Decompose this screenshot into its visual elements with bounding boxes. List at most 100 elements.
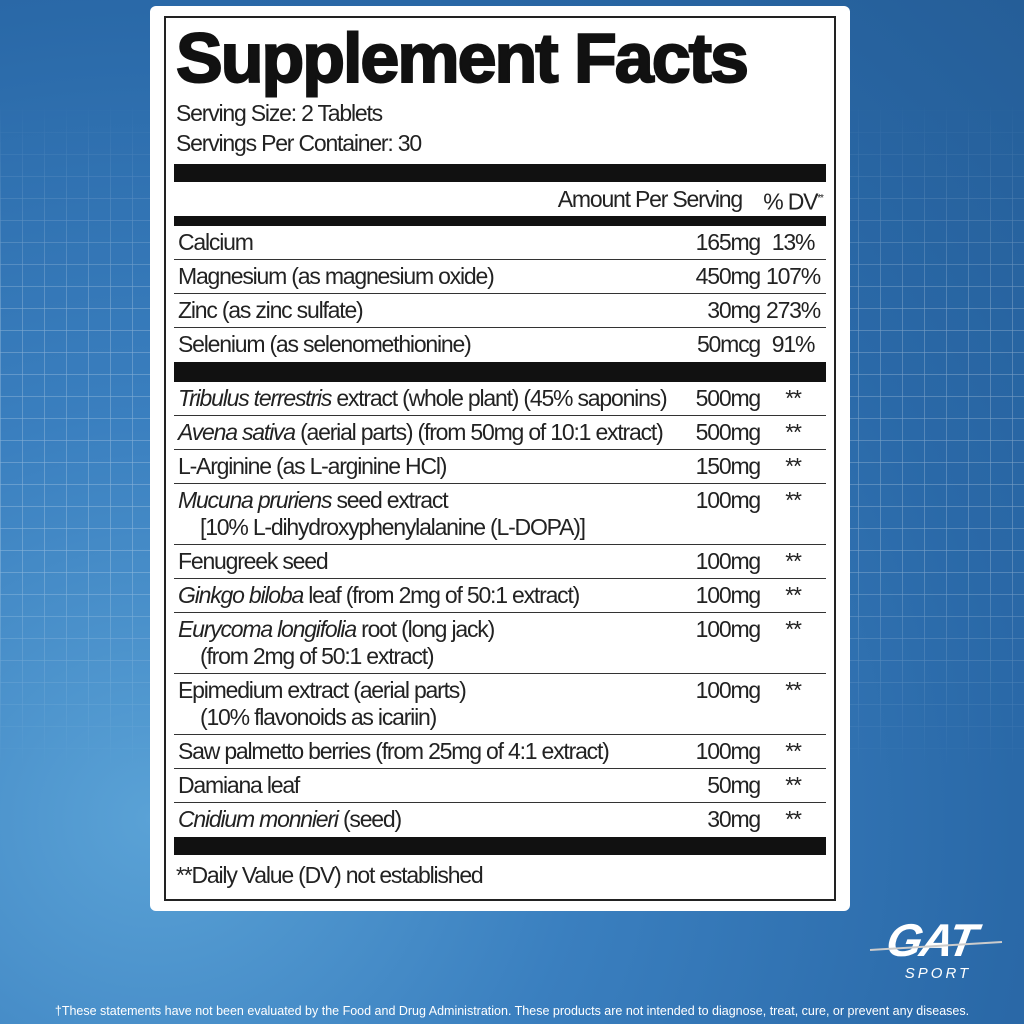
- ingredient-name: Epimedium extract (aerial parts) (10% fla…: [174, 677, 676, 731]
- fda-disclaimer: †These statements have not been evaluate…: [54, 1004, 970, 1018]
- ingredient-description: Saw palmetto berries (from 25mg of 4:1 e…: [178, 738, 610, 764]
- ingredient-row: Damiana leaf 50mg **: [174, 769, 826, 803]
- ingredient-dv: **: [785, 677, 802, 703]
- ingredient-dv: **: [785, 385, 802, 411]
- ingredient-amount: 500mg: [695, 385, 762, 411]
- nutrient-amount: 50mcg: [696, 331, 761, 357]
- ingredient-row: Saw palmetto berries (from 25mg of 4:1 e…: [174, 735, 826, 769]
- ingredient-row: Epimedium extract (aerial parts) (10% fla…: [174, 674, 826, 735]
- ingredient-description: (seed): [337, 806, 402, 832]
- ingredient-amount: 500mg: [695, 419, 762, 445]
- ingredient-dv: **: [785, 548, 802, 574]
- ingredient-name: Fenugreek seed: [174, 548, 676, 575]
- ingredient-row: Avena sativa (aerial parts) (from 50mg o…: [174, 416, 826, 450]
- ingredient-name: Tribulus terrestris extract (whole plant…: [174, 385, 676, 412]
- ingredient-row: Tribulus terrestris extract (whole plant…: [174, 382, 826, 416]
- ingredient-dv: **: [785, 582, 802, 608]
- ingredient-amount: 100mg: [695, 548, 762, 574]
- ingredient-amount: 100mg: [695, 487, 762, 513]
- ingredient-subtext: [10% L-dihydroxyphenylalanine (L-DOPA)]: [200, 514, 586, 540]
- ingredient-description: Damiana leaf: [178, 772, 300, 798]
- nutrient-name: Magnesium (as magnesium oxide): [178, 263, 495, 289]
- divider-bar: [174, 164, 826, 182]
- panel-title: Supplement Facts: [175, 18, 750, 98]
- ingredient-dv: **: [785, 738, 802, 764]
- ingredient-description: extract (whole plant) (45% saponins): [331, 385, 667, 411]
- dv-mark: **: [817, 193, 824, 204]
- ingredient-row: Ginkgo biloba leaf (from 2mg of 50:1 ext…: [174, 579, 826, 613]
- nutrient-dv: 13%: [771, 229, 816, 255]
- divider-bar: [174, 216, 826, 226]
- servings-per-container: Servings Per Container: 30: [176, 130, 422, 156]
- ingredient-amount: 100mg: [695, 616, 762, 642]
- ingredient-description: Fenugreek seed: [178, 548, 329, 574]
- ingredient-amount: 100mg: [695, 738, 762, 764]
- nutrient-amount: 30mg: [707, 297, 761, 323]
- ingredient-name: Eurycoma longifolia root (long jack) (fro…: [174, 616, 676, 670]
- ingredient-row: Fenugreek seed 100mg **: [174, 545, 826, 579]
- mineral-row: Magnesium (as magnesium oxide) 450mg 107%: [174, 260, 826, 294]
- ingredient-dv: **: [785, 772, 802, 798]
- footnote: **Daily Value (DV) not established: [176, 862, 484, 888]
- ingredients-table: Tribulus terrestris extract (whole plant…: [174, 382, 826, 837]
- ingredient-description: L-Arginine (as L-arginine HCl): [178, 453, 447, 479]
- ingredient-description: leaf (from 2mg of 50:1 extract): [303, 582, 580, 608]
- ingredient-name: Saw palmetto berries (from 25mg of 4:1 e…: [174, 738, 676, 765]
- ingredient-amount: 150mg: [695, 453, 762, 479]
- divider-bar: [174, 837, 826, 855]
- ingredient-latin-name: Eurycoma longifolia: [178, 616, 357, 642]
- ingredient-latin-name: Ginkgo biloba: [178, 582, 304, 608]
- mineral-row: Zinc (as zinc sulfate) 30mg 273%: [174, 294, 826, 328]
- supplement-facts-panel: Supplement Facts Serving Size: 2 Tablets…: [150, 6, 850, 911]
- ingredient-amount: 30mg: [707, 806, 761, 832]
- ingredient-dv: **: [785, 616, 802, 642]
- ingredient-amount: 100mg: [695, 677, 762, 703]
- ingredient-row: Eurycoma longifolia root (long jack) (fro…: [174, 613, 826, 674]
- ingredient-name: L-Arginine (as L-arginine HCl): [174, 453, 676, 480]
- divider-bar: [174, 362, 826, 382]
- ingredient-dv: **: [785, 806, 802, 832]
- nutrient-dv: 91%: [771, 331, 816, 357]
- ingredient-dv: **: [785, 487, 802, 513]
- nutrient-name: Zinc (as zinc sulfate): [178, 297, 364, 323]
- ingredient-dv: **: [785, 419, 802, 445]
- ingredient-latin-name: Avena sativa: [178, 419, 296, 445]
- ingredient-latin-name: Mucuna pruriens: [178, 487, 333, 513]
- ingredient-name: Ginkgo biloba leaf (from 2mg of 50:1 ext…: [174, 582, 676, 609]
- nutrient-amount: 450mg: [695, 263, 762, 289]
- ingredient-row: Cnidium monnieri (seed) 30mg **: [174, 803, 826, 837]
- ingredient-name: Mucuna pruriens seed extract [10% L-dihyd…: [174, 487, 676, 541]
- ingredient-description: root (long jack): [355, 616, 495, 642]
- ingredient-amount: 100mg: [695, 582, 762, 608]
- mineral-row: Selenium (as selenomethionine) 50mcg 91%: [174, 328, 826, 362]
- svg-text:GAT: GAT: [883, 914, 985, 966]
- ingredient-name: Cnidium monnieri (seed): [174, 806, 676, 833]
- ingredient-amount: 50mg: [707, 772, 761, 798]
- ingredient-name: Avena sativa (aerial parts) (from 50mg o…: [174, 419, 676, 446]
- facts-box: Supplement Facts Serving Size: 2 Tablets…: [164, 16, 836, 901]
- amount-header: Amount Per Serving: [557, 186, 743, 212]
- dv-header-label: % DV: [763, 188, 818, 215]
- ingredient-latin-name: Tribulus terrestris: [178, 385, 332, 411]
- nutrient-dv: 107%: [765, 263, 821, 289]
- column-header: Amount Per Serving % DV**: [174, 182, 826, 216]
- nutrient-name: Calcium: [178, 229, 254, 255]
- nutrient-dv: 273%: [765, 297, 821, 323]
- ingredient-dv: **: [785, 453, 802, 479]
- ingredient-name: Damiana leaf: [174, 772, 676, 799]
- ingredient-subtext: (10% flavonoids as icariin): [200, 704, 437, 730]
- nutrient-name: Selenium (as selenomethionine): [178, 331, 472, 357]
- serving-size: Serving Size: 2 Tablets: [176, 100, 383, 126]
- minerals-table: Calcium 165mg 13% Magnesium (as magnesium o…: [174, 226, 826, 362]
- mineral-row: Calcium 165mg 13%: [174, 226, 826, 260]
- ingredient-description: Epimedium extract (aerial parts): [178, 677, 467, 703]
- ingredient-description: (aerial parts) (from 50mg of 10:1 extrac…: [294, 419, 664, 445]
- svg-text:SPORT: SPORT: [905, 965, 971, 982]
- ingredient-row: L-Arginine (as L-arginine HCl) 150mg **: [174, 450, 826, 484]
- ingredient-description: seed extract: [331, 487, 449, 513]
- ingredient-row: Mucuna pruriens seed extract [10% L-dihyd…: [174, 484, 826, 545]
- gat-sport-logo: GAT SPORT: [869, 914, 1003, 982]
- nutrient-amount: 165mg: [695, 229, 762, 255]
- ingredient-subtext: (from 2mg of 50:1 extract): [200, 643, 435, 669]
- dv-header: % DV**: [760, 182, 826, 216]
